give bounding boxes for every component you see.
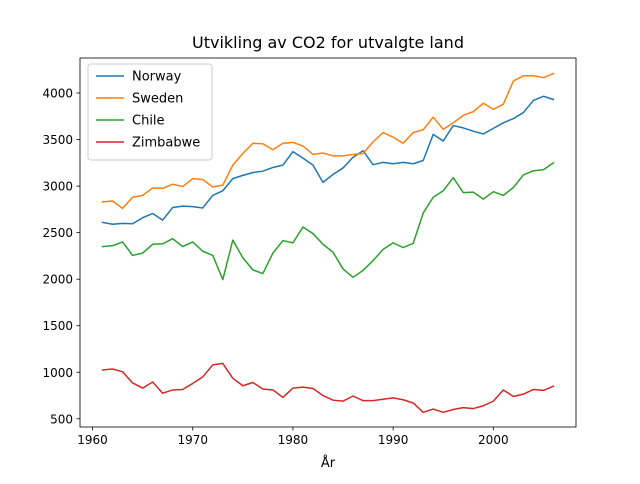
legend-frame — [87, 63, 213, 161]
legend-label: Sweden — [132, 92, 183, 107]
legend-label: Zimbabwe — [132, 136, 200, 151]
plot-area: 1960 1970 1980 1990 2000 500 1000 1500 2000 2500 3… — [42, 57, 577, 447]
legend: Norway Sweden Chile Zimbabwe — [87, 63, 213, 161]
series-line-sweden — [101, 72, 555, 210]
y-tick-label: 1500 — [42, 319, 73, 333]
x-tick-label: 1970 — [177, 433, 208, 447]
y-tick-label: 3000 — [42, 180, 73, 194]
x-axis-label: År — [321, 455, 336, 471]
y-tick-label: 2500 — [42, 226, 73, 240]
series-line-norway — [101, 95, 555, 225]
y-tick-label: 2000 — [42, 273, 73, 287]
legend-label: Norway — [132, 70, 182, 85]
series-line-zimbabwe — [101, 362, 555, 414]
series-line-chile — [101, 161, 555, 281]
x-tick-label: 1960 — [77, 433, 108, 447]
x-tick-label: 1980 — [278, 433, 309, 447]
chart-title: Utvikling av CO2 for utvalgte land — [192, 33, 464, 52]
y-tick-label: 3500 — [42, 133, 73, 147]
y-tick-label: 500 — [50, 412, 73, 426]
axes-frame — [79, 57, 577, 428]
y-tick-label: 4000 — [42, 87, 73, 101]
x-tick-label: 2000 — [478, 433, 509, 447]
x-tick-label: 1990 — [378, 433, 409, 447]
y-tick-label: 1000 — [42, 366, 73, 380]
legend-label: Chile — [132, 114, 165, 129]
